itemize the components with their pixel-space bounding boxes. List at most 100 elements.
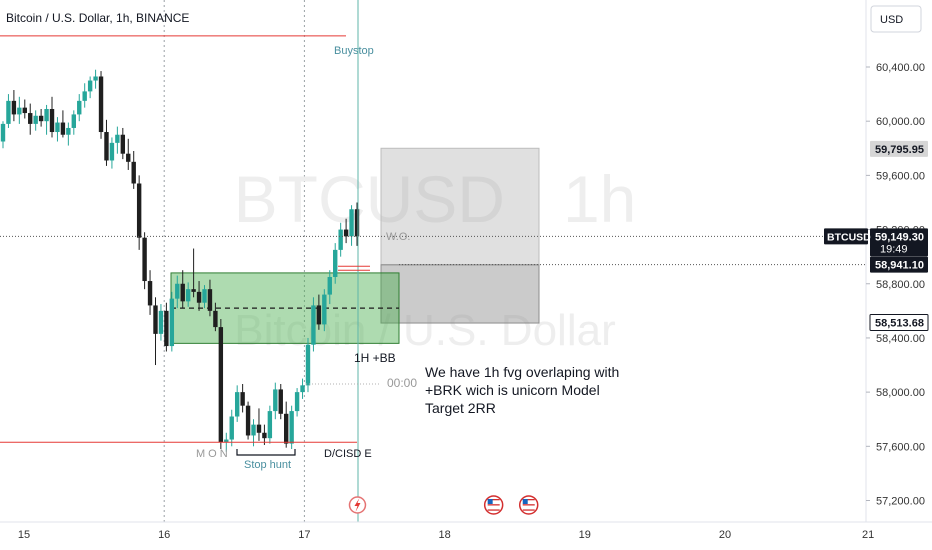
currency-button-frame[interactable] [870,5,922,33]
y-tick-label: 58,400.00 [876,333,925,345]
target-price-label: 59,795.95 [870,140,928,157]
candle-body [343,229,349,237]
buystop-label: Buystop [334,45,374,57]
candle [234,385,240,422]
wo-label: W.O. [386,231,410,243]
candle [0,121,6,149]
candle-body [55,122,60,133]
lightning-icon[interactable] [348,496,367,514]
candle [180,270,185,309]
candle-body [77,100,82,115]
candle [28,103,33,135]
candle [262,424,267,445]
candle-body [267,411,273,439]
candle-body [180,283,185,302]
flag-stripe [522,509,535,511]
candle [333,243,338,284]
candle [169,291,175,352]
price-axis[interactable]: 60,400.0060,000.0059,600.0059,200.0058,8… [866,62,925,508]
candle [305,337,311,393]
x-tick-label: 21 [862,529,874,541]
candle [185,282,191,307]
candle-body [224,439,229,443]
candle [49,96,55,138]
candle-body [0,123,6,142]
candle-body [120,134,126,154]
time-hint-label: 00:00 [387,376,417,390]
candle-body [294,392,300,412]
stop-price-label-bg [869,314,929,332]
candle-body [147,281,153,306]
price-labels: 59,795.9559,149.3019:49BTCUSD58,941.1058… [824,140,929,332]
candle [38,108,44,127]
candle-body [109,142,115,161]
analysis-note-line: +BRK wich is unicorn Model [425,382,600,398]
candle [316,294,322,330]
candle [93,69,98,89]
candle [153,297,158,366]
candle-body [256,424,262,433]
candle-body [33,115,38,124]
y-tick-label: 60,000.00 [876,116,925,128]
candle [327,270,332,305]
candle [267,405,273,444]
currency-button[interactable]: USD [870,5,922,33]
candle-body [333,249,338,277]
chart-title: Bitcoin / U.S. Dollar, 1h, BINANCE [6,11,189,25]
y-tick-label: 57,600.00 [876,441,925,453]
candle-body [71,114,76,128]
candle-body [213,310,218,328]
entry-price-label-bg [870,256,928,273]
us-flag-icon[interactable] [518,495,539,515]
last-price-label-countdown: 19:49 [880,243,908,255]
candle-body [93,76,98,81]
candle-body [185,289,191,302]
candle-body [153,305,158,334]
candle [131,150,136,189]
candle-body [322,294,327,325]
flag-stripe [487,501,500,503]
candle [354,202,360,246]
symbol-tag-bg [824,228,868,245]
cisd-label: D/CISD E [324,448,372,460]
candle [349,205,354,246]
candle [33,110,38,131]
entry-price-label: 58,941.10 [870,256,928,273]
candle-body [284,413,289,444]
x-tick-label: 16 [158,529,170,541]
candle-body [229,416,234,440]
candle-body [131,161,136,184]
candle-body [17,107,22,115]
candle-body [60,122,66,135]
flag-stripe [522,504,535,506]
analysis-note-line: Target 2RR [425,400,496,416]
watermark-ticker: BTCUSD 1h [234,162,637,236]
candle [213,302,218,332]
flag-canton [522,499,528,504]
us-flag-icon[interactable] [483,495,504,515]
x-tick-label: 17 [298,529,310,541]
candle-body [327,276,332,295]
target-price-label-text: 59,795.95 [875,144,924,156]
y-tick-label: 57,200.00 [876,496,925,508]
candle [82,83,87,108]
currency-button-label[interactable]: USD [880,14,903,26]
candle-body [273,389,278,412]
candle-body [278,389,283,414]
candle [158,304,164,341]
target-box [380,147,540,266]
candle-body [196,291,202,303]
flag-stripe [522,501,535,503]
lightning-icon-bolt [354,498,361,512]
flag-stripe [487,499,500,501]
candle-body [104,132,109,161]
candle [245,401,251,440]
stop-box [380,264,540,324]
candle [207,279,213,317]
candle-body [251,424,256,436]
time-axis[interactable]: 15 16 17 18 19 20 21 [18,529,874,541]
candle-body [218,327,224,443]
